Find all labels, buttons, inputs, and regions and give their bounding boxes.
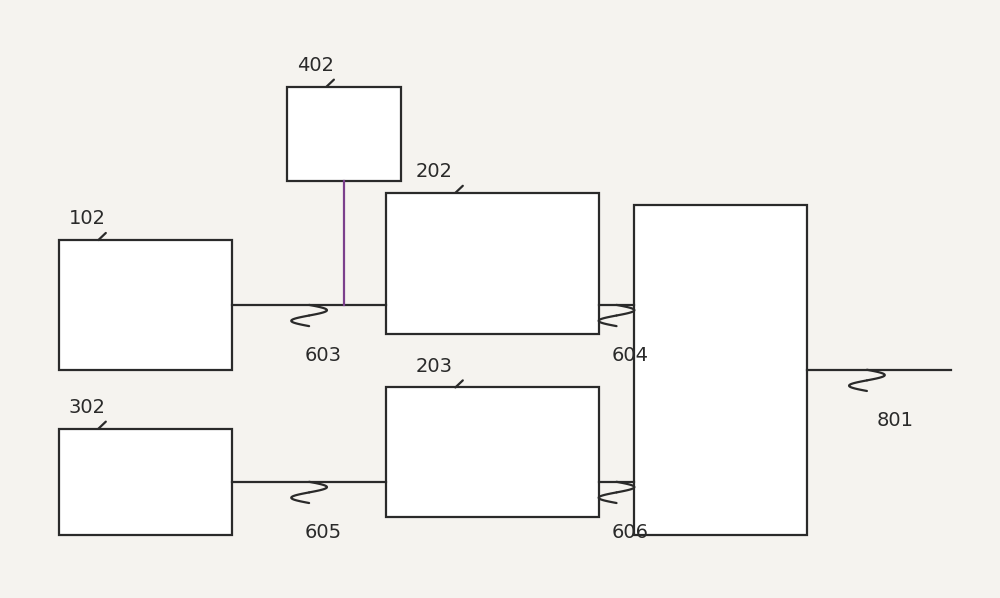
- Bar: [634, 205, 807, 535]
- Bar: [59, 429, 232, 535]
- Text: 603: 603: [304, 346, 341, 365]
- Bar: [386, 193, 599, 334]
- Text: 203: 203: [416, 356, 453, 376]
- Text: 605: 605: [304, 523, 341, 542]
- Bar: [59, 240, 232, 370]
- Text: 606: 606: [612, 523, 649, 542]
- Text: 302: 302: [69, 398, 106, 417]
- Bar: [386, 388, 599, 517]
- Text: 402: 402: [297, 56, 334, 75]
- Bar: [287, 87, 401, 181]
- Text: 202: 202: [416, 162, 453, 181]
- Text: 604: 604: [612, 346, 649, 365]
- Text: 801: 801: [877, 411, 914, 430]
- Text: 102: 102: [69, 209, 106, 228]
